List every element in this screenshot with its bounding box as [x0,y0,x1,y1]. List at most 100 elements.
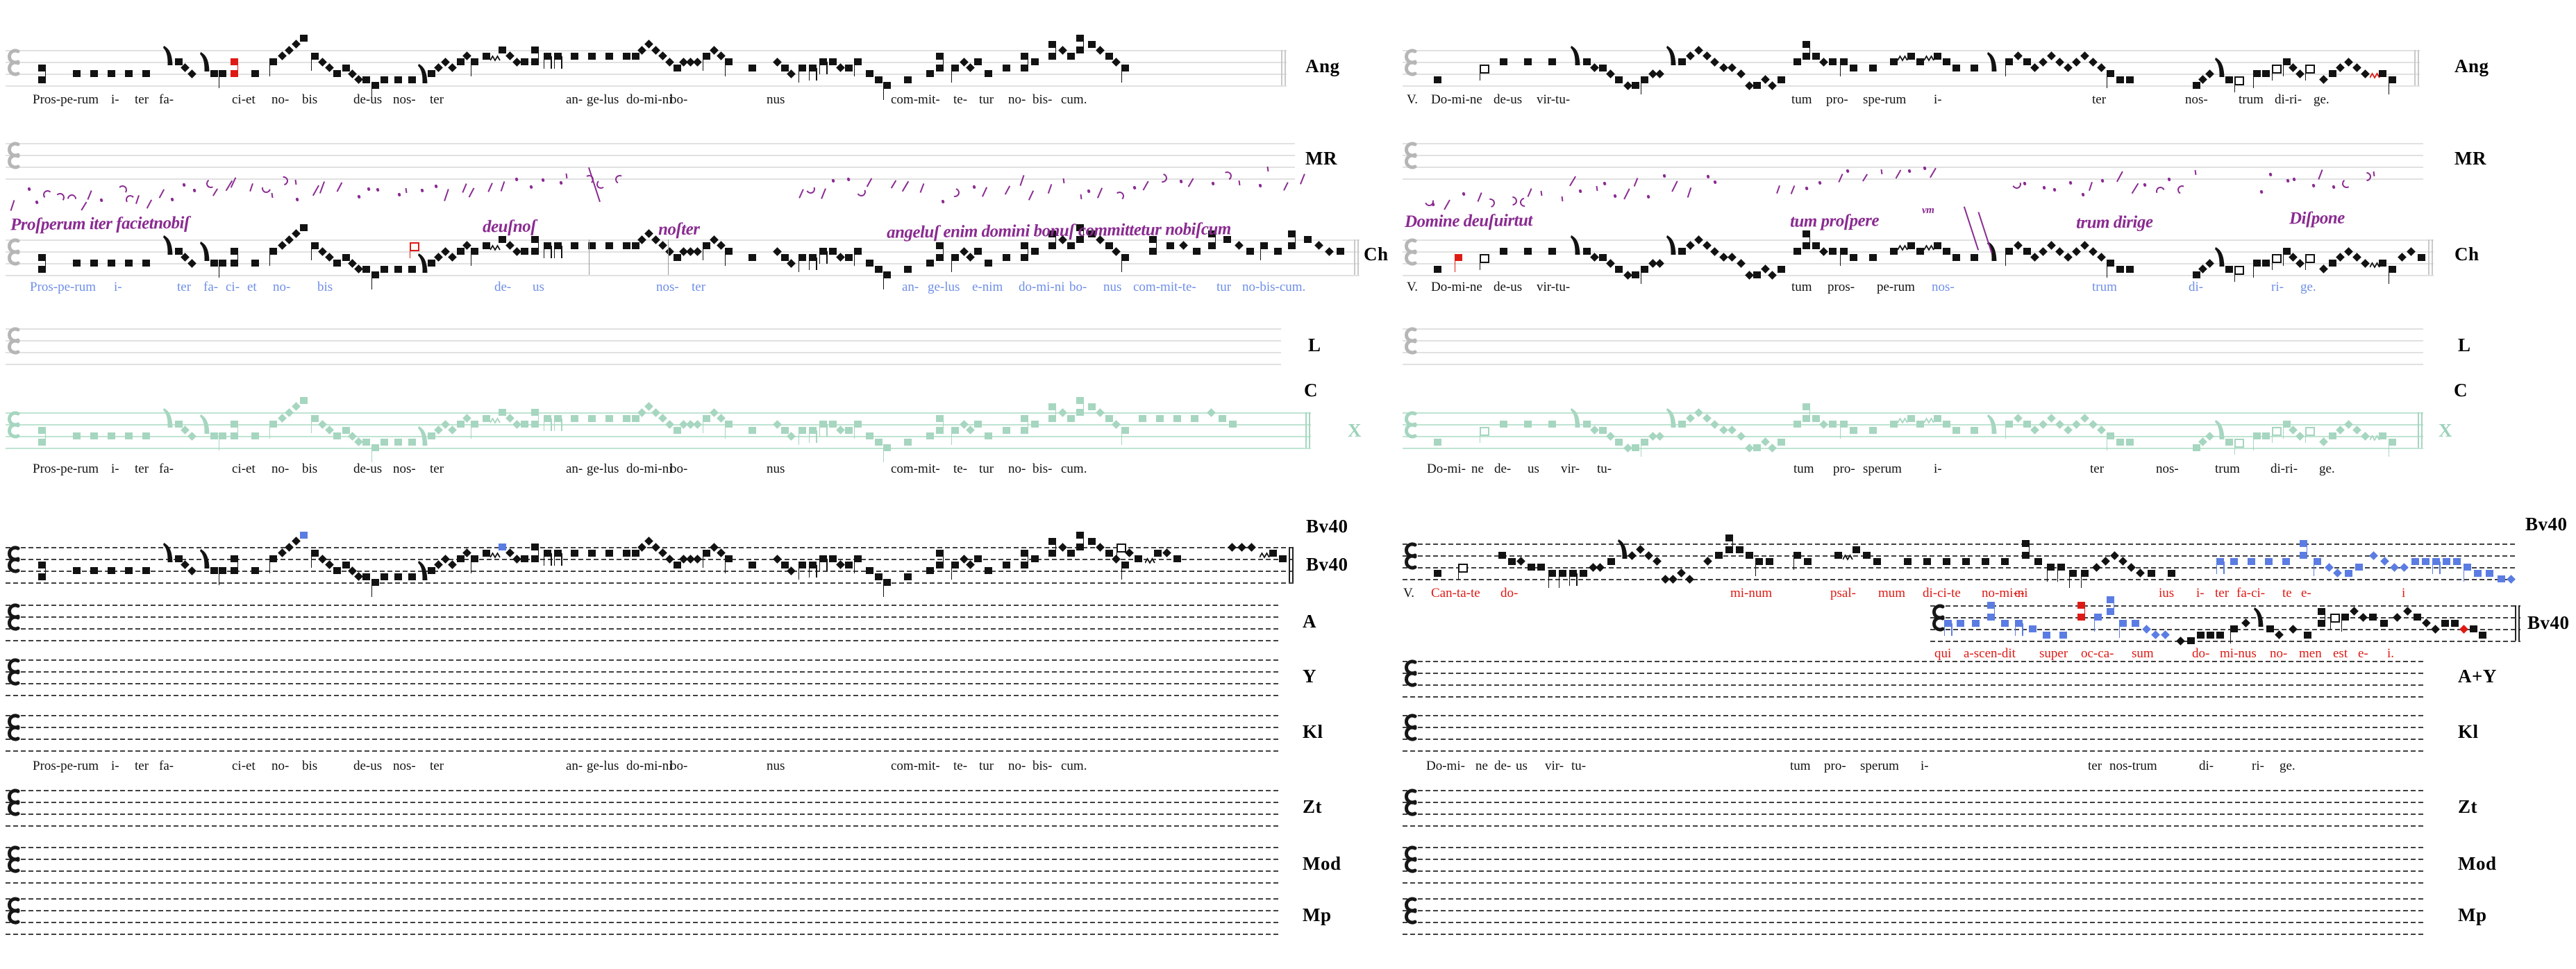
row-label-ang[interactable]: Ang [2454,56,2489,76]
row-label-x[interactable]: X [1348,420,1362,441]
note-square [219,567,226,574]
row-label-bv40[interactable]: Bv40 [2527,612,2570,633]
note-square [2005,58,2013,65]
row-label-bv40[interactable]: Bv40 [1306,554,1348,575]
staff-zt-right [1403,789,2423,827]
note-square [623,414,630,422]
row-label-mr[interactable]: MR [1305,148,1337,169]
lyric-syllable: com-mit- [891,92,940,107]
staff-kl-left [6,714,1281,752]
note-square [798,64,806,71]
note-square [2304,631,2311,639]
note-diamond [1596,562,1605,572]
staff-line [1403,673,2423,674]
row-label-ch[interactable]: Ch [1364,244,1389,264]
note-square [2300,540,2307,547]
row-label-mr[interactable]: MR [2454,148,2486,169]
note-square [571,52,578,60]
note-diamond [1655,431,1664,441]
staff-line [1403,155,2423,156]
note-square [1972,619,1980,627]
staff-mod-left [6,845,1281,884]
lyric-syllable: ci- [226,280,240,294]
note-diamond [2407,246,2416,256]
lyric-syllable: de-us [353,462,383,476]
row-label-kl[interactable]: Kl [2458,721,2479,742]
row-label-mod[interactable]: Mod [2458,853,2497,874]
row-label-bv40[interactable]: Bv40 [2525,514,2568,534]
staff-line [6,922,1281,923]
note-diamond [2350,607,2359,616]
row-label-c[interactable]: C [2454,380,2468,401]
note-stem [2022,623,2023,636]
row-label-zt[interactable]: Zt [2458,796,2477,817]
note-diamond [2295,69,2305,78]
row-label-ang[interactable]: Ang [1305,56,1340,76]
row-label-a-y[interactable]: A+Y [2458,666,2497,686]
note-square [90,70,98,77]
row-label-kl[interactable]: Kl [1303,721,1323,742]
note-square [748,253,756,261]
note-square [499,236,506,243]
note-diamond [2039,419,2048,429]
note-square [1288,242,1296,249]
note-quilisma [1923,415,1934,428]
note-diamond [434,63,443,72]
note-clivis-curve [1571,235,1582,259]
lyric-syllable: pe-rum [1877,280,1915,294]
lyric-syllable: mum [1878,586,1906,600]
note-stem [2463,567,2464,582]
row-label-x[interactable]: X [2439,420,2452,441]
neume-stroke [376,187,380,192]
row-label-mod[interactable]: Mod [1303,853,1341,874]
note-diamond [2359,612,2368,622]
neume-stroke [890,180,897,189]
row-label-l[interactable]: L [1308,335,1321,355]
note-square [725,555,733,562]
note-stem [702,418,703,433]
note-diamond [2101,557,2110,566]
note-diamond [1745,81,1754,90]
note-diamond [2275,630,2284,639]
note-square [90,432,98,439]
row-label-l[interactable]: L [2458,335,2471,355]
row-label-mp[interactable]: Mp [2458,904,2487,925]
note-diamond [836,560,845,569]
neume-stroke [2194,169,2197,175]
row-label-ch[interactable]: Ch [2454,244,2479,264]
row-label-zt[interactable]: Zt [1303,796,1322,817]
note-square [1260,242,1268,249]
staff-line [6,739,1281,740]
lyric-syllable: vir-tu- [1537,92,1571,107]
note-diamond [836,425,845,435]
note-square [1279,555,1287,562]
note-square [531,248,539,255]
row-label-bv40[interactable]: Bv40 [1306,516,1348,537]
lyric-syllable: de- [1494,462,1512,476]
note-square [380,573,388,580]
note-stem [2028,540,2030,559]
neume-stroke [65,192,78,205]
note-square [300,35,308,42]
lyric-syllable: Pros-pe-rum [33,462,99,476]
note-diamond [1719,63,1728,72]
note-stem [1055,40,1056,60]
row-label-c[interactable]: C [1304,380,1318,401]
note-square [499,544,506,550]
note-diamond [1668,574,1678,584]
note-square [588,52,596,60]
note-square [1105,52,1113,60]
row-label-y[interactable]: Y [1303,666,1316,686]
note-square [974,555,982,562]
note-square [2225,438,2233,446]
note-diamond [658,51,667,60]
neume-stroke [1028,190,1035,201]
row-label-mp[interactable]: Mp [1303,904,1332,925]
note-square [2418,253,2425,261]
note-stem [2234,271,2235,282]
note-stem [1055,230,1056,249]
row-label-a[interactable]: A [1303,611,1316,632]
note-stem [2388,79,2389,94]
note-square [1021,561,1028,568]
note-diamond [2097,63,2106,72]
